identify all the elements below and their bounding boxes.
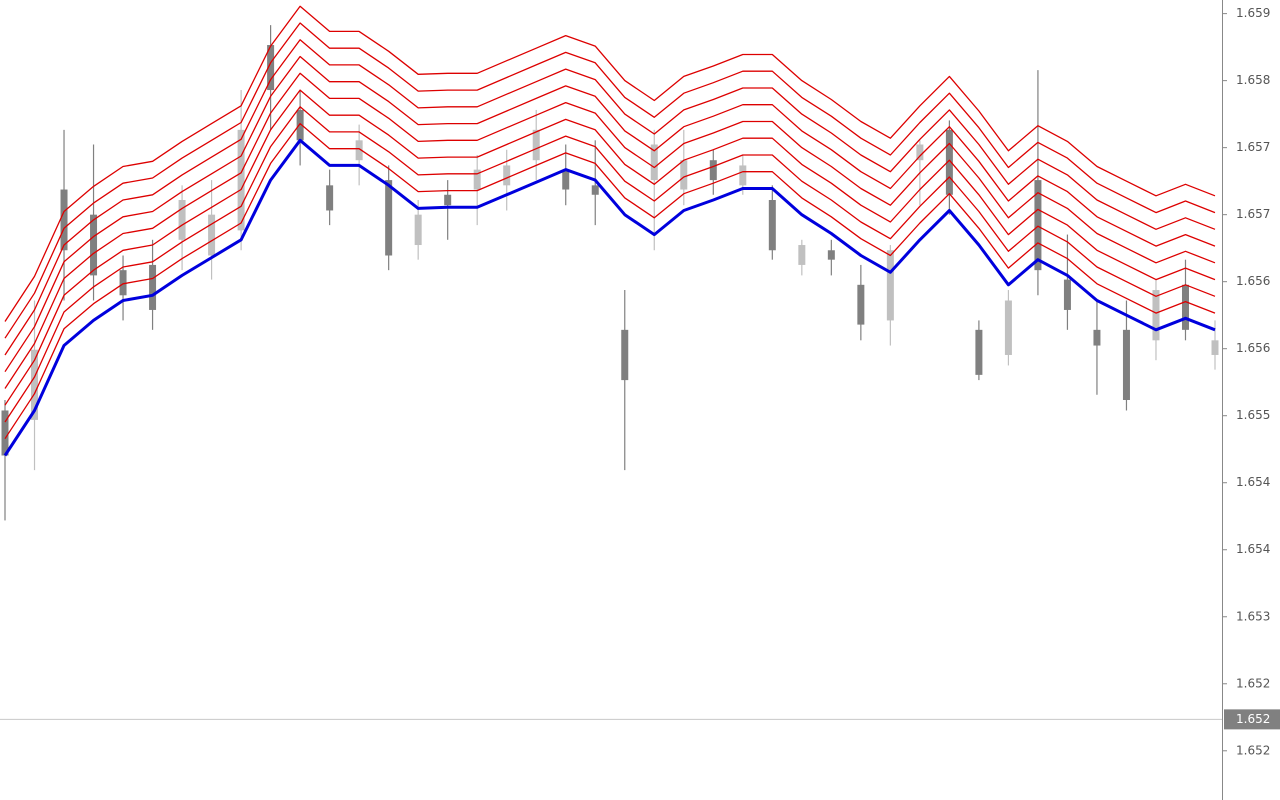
candle-body — [1181, 284, 1189, 330]
candle-body — [768, 200, 776, 251]
candle-body — [326, 185, 334, 211]
candle-body — [414, 214, 422, 246]
candle-body — [1063, 279, 1071, 310]
candle-body — [709, 160, 717, 181]
candle-body — [975, 329, 983, 375]
candle-body — [650, 144, 658, 181]
candle-body — [857, 284, 865, 325]
candle-body — [149, 264, 157, 310]
candle-body — [945, 129, 953, 195]
candle-body — [1, 410, 9, 456]
ma-line — [3, 138, 1216, 457]
candle-body — [1093, 329, 1101, 346]
candle-body — [60, 189, 68, 251]
envelope-line — [4, 122, 1216, 440]
candle-body — [119, 270, 127, 296]
candle-body — [621, 329, 629, 381]
y-tick-label: 1.653 — [1236, 609, 1270, 623]
y-tick-label: 1.657 — [1236, 207, 1270, 221]
y-tick-label: 1.656 — [1236, 274, 1270, 288]
candle-body — [444, 194, 452, 206]
candle-body — [1122, 329, 1130, 400]
candle-body — [827, 250, 835, 260]
candle-body — [1034, 180, 1042, 271]
candle-body — [267, 45, 275, 91]
candle-body — [178, 200, 186, 240]
y-tick-label: 1.655 — [1236, 408, 1270, 422]
candle-body — [1004, 300, 1012, 355]
envelope-line — [4, 72, 1216, 389]
candle-body — [886, 250, 894, 321]
envelope-line — [4, 55, 1216, 373]
candle-body — [916, 144, 924, 161]
candle-body — [1152, 290, 1160, 341]
y-tick-label: 1.659 — [1236, 6, 1270, 20]
candle-body — [680, 160, 688, 190]
price-label: 1.652 — [1236, 712, 1270, 726]
candle-body — [562, 169, 570, 190]
candle-body — [90, 214, 98, 276]
candle-body — [473, 169, 481, 190]
price-label-box — [1224, 709, 1280, 730]
candle-body — [296, 109, 304, 141]
candle-body — [31, 349, 39, 420]
candle-body — [532, 129, 540, 161]
candle-body — [208, 214, 216, 256]
candle-body — [237, 129, 245, 231]
candle-body — [798, 245, 806, 265]
y-tick-label: 1.654 — [1236, 542, 1270, 556]
candle-body — [739, 165, 747, 186]
y-tick-label: 1.654 — [1236, 475, 1270, 489]
envelope-line — [4, 39, 1216, 356]
envelope-line — [4, 22, 1216, 339]
candle-body — [1211, 340, 1219, 355]
y-tick-label: 1.658 — [1236, 73, 1270, 87]
candle-body — [591, 185, 599, 195]
envelope-line — [4, 106, 1216, 423]
y-tick-label: 1.652 — [1236, 676, 1270, 690]
y-tick-label: 1.652 — [1236, 743, 1270, 757]
candle-body — [355, 140, 363, 161]
y-tick-label: 1.656 — [1236, 341, 1270, 355]
candle-body — [385, 180, 393, 256]
candle-body — [503, 165, 511, 186]
envelope-line — [4, 5, 1216, 322]
envelope-line — [4, 89, 1216, 406]
y-tick-label: 1.657 — [1236, 140, 1270, 154]
